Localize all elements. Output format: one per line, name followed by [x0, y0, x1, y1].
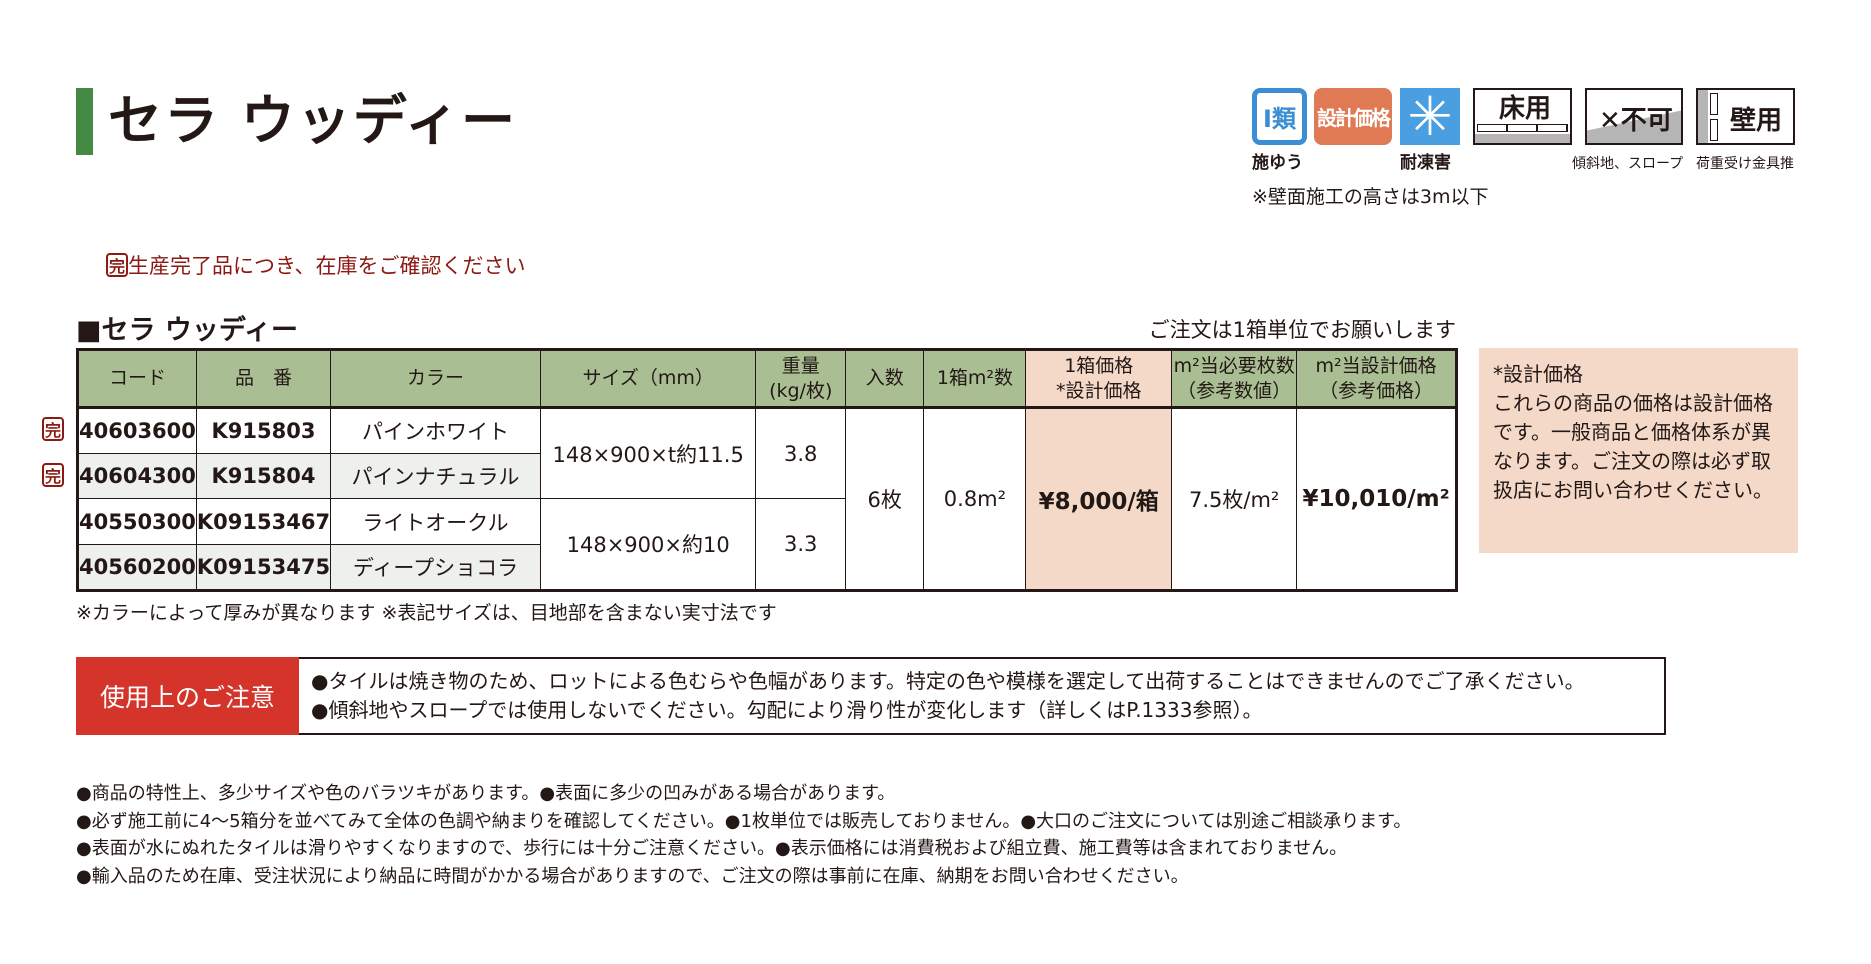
floor-use-text: 床用: [1499, 94, 1552, 124]
col-pcs-per-m2: m²当必要枚数 （参考数値）: [1171, 349, 1298, 409]
discontinued-icon: 完: [42, 463, 64, 487]
color-cell: パインナチュラル: [330, 452, 541, 500]
discontinued-icon: 完: [106, 253, 128, 277]
table-row: 40550300 K09153467 ライトオークル 148×900×約10 3…: [77, 498, 1457, 591]
design-price-icon: 設計価格: [1314, 88, 1392, 145]
weight-cell: 3.8: [755, 406, 846, 500]
order-note: ご注文は1箱単位でお願いします: [1148, 318, 1456, 342]
part-cell: K09153475: [195, 544, 332, 591]
wall-graphic: [1698, 90, 1708, 143]
product-table: コード 品 番 カラー サイズ（mm） 重量 (kg/枚) 入数 1箱m²数 1…: [76, 348, 1458, 592]
floor-tiles-graphic: [1477, 124, 1568, 132]
caution-line: ●タイルは焼き物のため、ロットによる色むらや色幅があります。特定の色や模様を選定…: [311, 669, 1585, 693]
code-cell: 40560200: [77, 544, 197, 591]
page-title: セラ ウッディー: [108, 89, 518, 152]
class-1-icon: I類: [1252, 88, 1307, 145]
col-area: 1箱m²数: [923, 349, 1027, 409]
wall-tile-graphic: [1710, 119, 1718, 141]
box-price-cell: ¥8,000/箱: [1025, 407, 1173, 591]
note-item: ●表面が水にぬれたタイルは滑りやすくなりますので、歩行には十分ご注意ください。●…: [76, 838, 1348, 860]
not-allowed-text: ✕不可: [1599, 106, 1673, 136]
price-per-m2-cell: ¥10,010/m²: [1296, 407, 1457, 591]
part-cell: K09153467: [195, 498, 332, 546]
part-cell: K915803: [195, 407, 332, 454]
col-weight: 重量 (kg/枚): [755, 349, 846, 409]
discontinued-text: 生産完了品につき、在庫をご確認ください: [128, 254, 526, 278]
col-size: サイズ（mm）: [539, 349, 757, 409]
note-item: ●商品の特性上、多少サイズや色のバラツキがあります。●表面に多少の凹みがある場合…: [76, 783, 896, 804]
table-header: コード 品 番 カラー サイズ（mm） 重量 (kg/枚) 入数 1箱m²数 1…: [77, 349, 1457, 409]
wall-use-icon: 壁用: [1696, 88, 1795, 145]
glazed-label: 施ゆう: [1252, 153, 1303, 173]
col-part-number: 品 番: [195, 349, 332, 409]
floor-base-graphic: [1475, 134, 1570, 143]
discontinued-icon: 完: [42, 417, 64, 441]
wall-height-note: ※壁面施工の高さは3m以下: [1252, 186, 1489, 208]
table-footnote: ※カラーによって厚みが異なります ※表記サイズは、目地部を含まない実寸法です: [76, 602, 777, 624]
color-cell: パインホワイト: [330, 407, 541, 454]
qty-cell: 6枚: [844, 407, 925, 591]
weight-cell: 3.3: [755, 498, 846, 591]
code-cell: 40604300: [77, 452, 197, 500]
table-row: 40560200 K09153475 ディープショコラ: [77, 544, 1457, 591]
wall-use-text: 壁用: [1730, 106, 1783, 136]
col-price-per-m2: m²当設計価格 （参考価格）: [1296, 349, 1457, 409]
size-cell: 148×900×t約11.5: [539, 406, 757, 500]
caution-label: 使用上のご注意: [76, 657, 299, 735]
area-cell: 0.8m²: [923, 407, 1027, 591]
section-title: ■セラ ウッディー: [76, 315, 299, 346]
frost-resistant-label: 耐凍害: [1400, 153, 1451, 173]
col-box-price: 1箱価格 *設計価格: [1025, 349, 1173, 409]
slope-label: 傾斜地、スロープ: [1572, 156, 1684, 172]
code-cell: 40603600: [77, 407, 197, 454]
size-cell: 148×900×約10: [539, 498, 757, 591]
caution-line: ●傾斜地やスロープでは使用しないでください。勾配により滑り性が変化します（詳しく…: [311, 698, 1263, 722]
title-accent-bar: [76, 88, 93, 155]
col-color: カラー: [330, 349, 541, 409]
pcs-per-m2-cell: 7.5枚/m²: [1171, 407, 1298, 591]
note-item: ●輸入品のため在庫、受注状況により納品に時間がかかる場合がありますので、ご注文の…: [76, 866, 1189, 888]
notes-list: ●商品の特性上、多少サイズや色のバラツキがあります。●表面に多少の凹みがある場合…: [76, 780, 1411, 891]
design-price-note-body: これらの商品の価格は設計価格です。一般商品と価格体系が異なります。ご注文の際は必…: [1493, 391, 1773, 502]
slope-graphic: [1587, 90, 1681, 143]
code-cell: 40550300: [77, 498, 197, 546]
discontinued-notice: 完 生産完了品につき、在庫をご確認ください: [106, 250, 526, 280]
color-cell: ライトオークル: [330, 498, 541, 546]
frost-resistant-icon: ✳: [1400, 88, 1460, 145]
caution-box: ●タイルは焼き物のため、ロットによる色むらや色幅があります。特定の色や模様を選定…: [299, 657, 1666, 735]
part-cell: K915804: [195, 452, 332, 500]
note-item: ●必ず施工前に4～5箱分を並べてみて全体の色調や納まりを確認してください。●1枚…: [76, 810, 1412, 832]
wall-bracket-label: 荷重受け金具推: [1696, 156, 1794, 172]
design-price-note: *設計価格 これらの商品の価格は設計価格です。一般商品と価格体系が異なります。ご…: [1479, 348, 1798, 553]
floor-use-icon: 床用: [1473, 88, 1572, 145]
col-code: コード: [77, 349, 197, 409]
color-cell: ディープショコラ: [330, 544, 541, 591]
wall-tile-graphic: [1710, 93, 1718, 115]
slope-not-allowed-icon: ✕不可: [1585, 88, 1683, 145]
col-qty: 入数: [844, 349, 925, 409]
table-row: 40604300 K915804 パインナチュラル: [77, 452, 1457, 500]
design-price-note-title: *設計価格: [1493, 362, 1583, 386]
table-row: 40603600 K915803 パインホワイト 148×900×t約11.5 …: [77, 406, 1457, 591]
